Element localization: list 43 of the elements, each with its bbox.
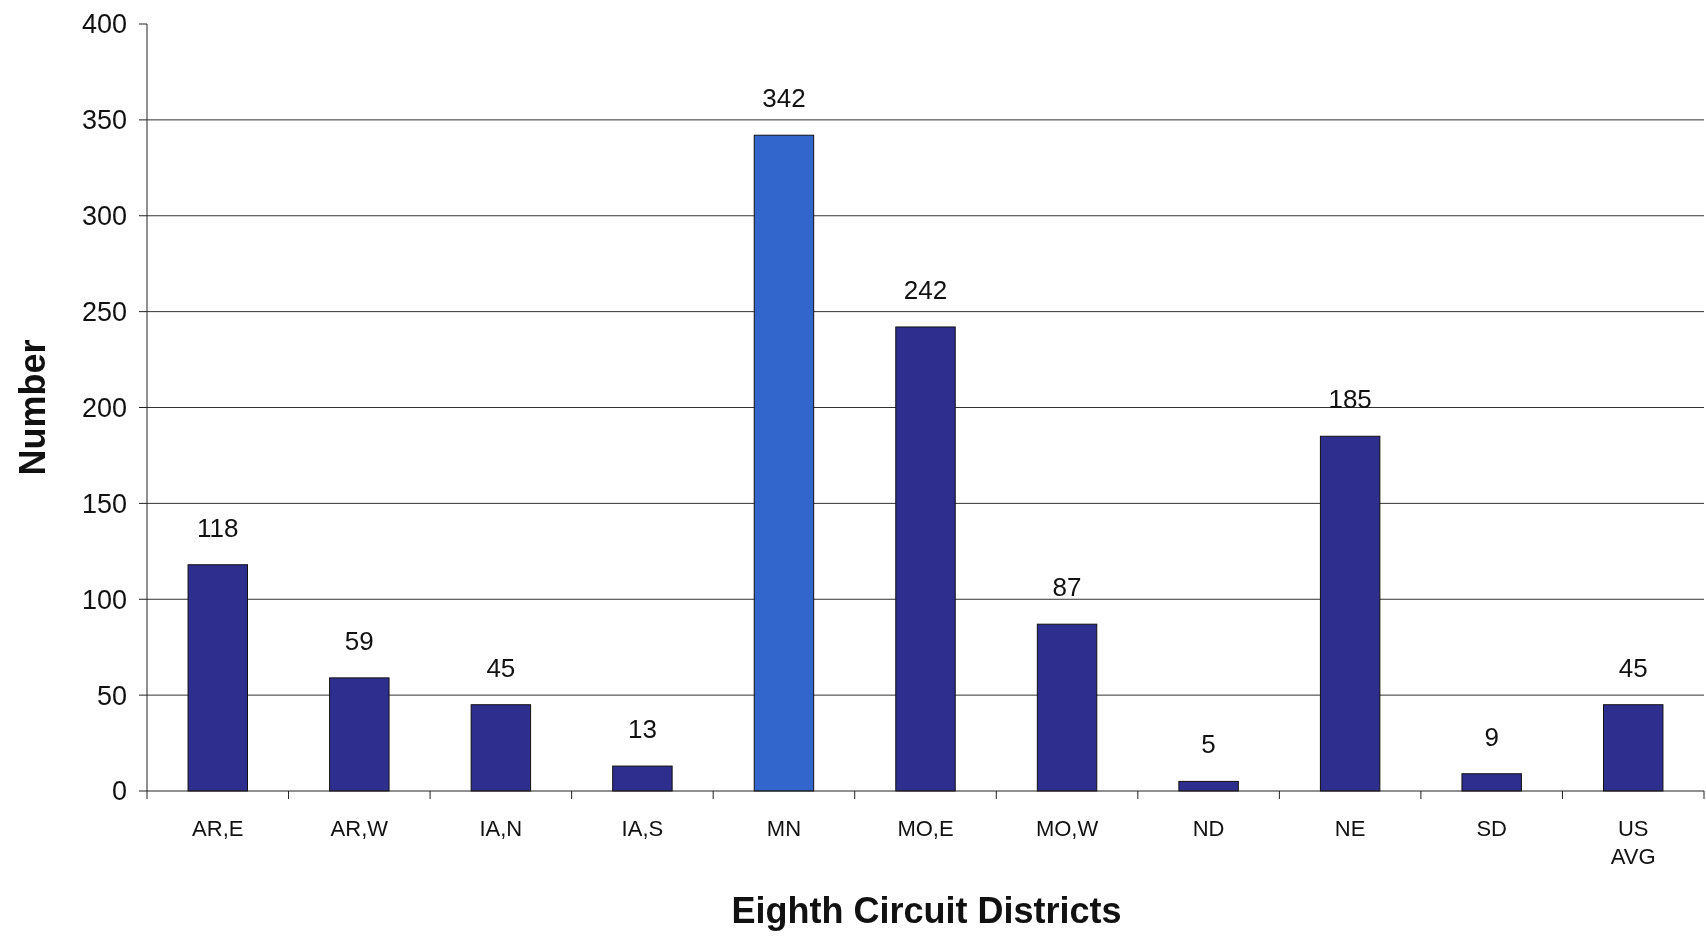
data-label: 45 [486,652,516,683]
x-tick-label: AR,W [330,816,389,841]
y-tick-label: 0 [111,776,127,807]
bar [329,677,390,792]
x-tick-label: US AVG [1610,816,1656,869]
x-tick-label: MO,E [897,816,954,841]
y-tick-label: 200 [81,392,127,423]
bar [753,134,815,792]
data-label: 118 [197,512,239,543]
data-label: 45 [1618,652,1648,683]
x-axis-title: Eighth Circuit Districts [731,890,1122,931]
bar [1036,623,1098,792]
x-tick-label: NE [1334,816,1366,841]
bar [1319,435,1381,792]
y-tick-label: 300 [81,201,127,232]
x-tick-label: IA,N [479,816,523,841]
data-label: 342 [762,83,806,114]
y-tick-label: 150 [81,488,127,519]
x-tick-label: MO,W [1035,816,1099,841]
data-label: 87 [1052,572,1082,603]
bar [1603,704,1664,792]
data-label: 9 [1484,721,1499,752]
y-tick-label: 400 [81,9,127,40]
x-tick-label: IA,S [621,816,664,841]
data-label: 13 [627,714,657,745]
y-tick-label: 100 [81,584,127,615]
data-label: 5 [1201,729,1216,760]
x-tick-label: AR,E [192,816,244,841]
bar [187,564,248,792]
x-tick-label: ND [1192,816,1225,841]
bar [1461,773,1522,792]
y-tick-label: 50 [96,680,127,711]
y-tick-label: 350 [81,105,127,136]
y-tick-label: 250 [81,297,127,328]
data-label: 242 [903,274,948,305]
bar [470,704,532,792]
data-label: 59 [344,625,374,656]
data-label: 185 [1328,384,1372,415]
bar [895,326,956,792]
x-tick-label: MN [766,816,802,841]
y-axis-title: Number [12,339,53,476]
x-tick-label: SD [1476,816,1507,841]
bar [612,765,673,792]
